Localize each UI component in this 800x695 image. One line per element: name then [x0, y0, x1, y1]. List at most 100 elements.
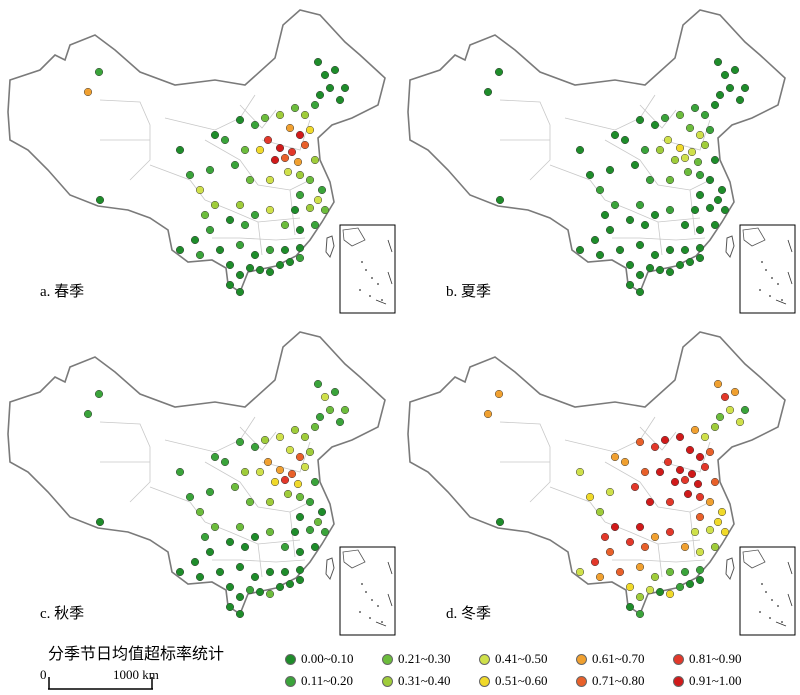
monitoring-station-dot — [320, 205, 330, 215]
monitoring-station-dot — [635, 287, 645, 297]
monitoring-station-dot — [610, 522, 620, 532]
country-outline — [407, 9, 786, 294]
monitoring-station-dot — [675, 582, 685, 592]
taiwan-outline — [725, 235, 735, 259]
monitoring-station-dot — [245, 263, 255, 273]
monitoring-station-dot — [665, 527, 675, 537]
monitoring-station-dot — [305, 497, 315, 507]
monitoring-station-dot — [230, 482, 240, 492]
inset-island — [377, 283, 379, 285]
province-boundary — [149, 164, 206, 201]
country-outline — [407, 331, 786, 616]
legend-dot-icon — [285, 675, 296, 687]
monitoring-station-dot — [605, 487, 615, 497]
monitoring-station-dot — [283, 489, 293, 499]
monitoring-station-dot — [235, 200, 245, 210]
monitoring-station-dot — [725, 405, 735, 415]
inset-island — [359, 289, 361, 291]
monitoring-station-dot — [245, 175, 255, 185]
inset-island — [371, 599, 373, 601]
monitoring-station-dot — [695, 130, 705, 140]
monitoring-station-dot — [195, 507, 205, 517]
map-panel-winter: d. 冬季 — [400, 322, 800, 644]
monitoring-station-dot — [210, 452, 220, 462]
monitoring-station-dot — [725, 83, 735, 93]
monitoring-station-dot — [575, 567, 585, 577]
monitoring-station-dot — [685, 257, 695, 267]
monitoring-station-dot — [675, 110, 685, 120]
monitoring-station-dot — [335, 95, 345, 105]
monitoring-station-dot — [685, 579, 695, 589]
monitoring-station-dot — [655, 587, 665, 597]
monitoring-station-dot — [640, 467, 650, 477]
nine-dash-segment — [787, 593, 793, 607]
monitoring-station-dot — [235, 270, 245, 280]
monitoring-station-dot — [715, 412, 725, 422]
nine-dash-segment — [387, 561, 393, 575]
province-boundary — [499, 421, 551, 503]
inset-island — [365, 269, 367, 271]
monitoring-station-dot — [685, 445, 695, 455]
monitoring-station-dot — [650, 250, 660, 260]
monitoring-station-dot — [665, 567, 675, 577]
monitoring-station-dot — [275, 260, 285, 270]
monitoring-station-dot — [730, 65, 740, 75]
legend-item: 0.41~0.50 — [479, 648, 548, 670]
monitoring-station-dot — [235, 522, 245, 532]
monitoring-station-dot — [693, 479, 703, 489]
inset-island — [781, 621, 783, 623]
monitoring-station-dot — [575, 467, 585, 477]
monitoring-station-dot — [265, 267, 275, 277]
monitoring-station-dot — [590, 557, 600, 567]
monitoring-station-dot — [290, 425, 300, 435]
monitoring-station-dot — [313, 517, 323, 527]
monitoring-station-dot — [495, 517, 505, 527]
monitoring-station-dot — [663, 135, 673, 145]
monitoring-station-dot — [313, 57, 323, 67]
monitoring-station-dot — [665, 497, 675, 507]
monitoring-station-dot — [720, 205, 730, 215]
monitoring-station-dot — [665, 205, 675, 215]
monitoring-station-dot — [83, 409, 93, 419]
monitoring-station-dot — [705, 447, 715, 457]
monitoring-station-dot — [175, 245, 185, 255]
inset-coastline — [342, 227, 366, 247]
monitoring-station-dot — [313, 195, 323, 205]
monitoring-station-dot — [700, 462, 710, 472]
monitoring-station-dot — [340, 83, 350, 93]
monitoring-station-dot — [740, 405, 750, 415]
monitoring-station-dot — [600, 532, 610, 542]
monitoring-station-dot — [305, 203, 315, 213]
inset-island — [765, 591, 767, 593]
monitoring-station-dot — [235, 562, 245, 572]
monitoring-station-dot — [185, 170, 195, 180]
taiwan-outline — [725, 557, 735, 581]
monitoring-station-dot — [705, 525, 715, 535]
monitoring-station-dot — [635, 240, 645, 250]
inset-island — [369, 617, 371, 619]
monitoring-station-dot — [313, 379, 323, 389]
monitoring-station-dot — [305, 125, 315, 135]
monitoring-station-dot — [265, 589, 275, 599]
monitoring-station-dot — [635, 522, 645, 532]
inset-island — [765, 269, 767, 271]
province-boundary — [257, 221, 263, 256]
legend-item: 0.71~0.80 — [576, 670, 645, 692]
monitoring-station-dot — [225, 537, 235, 547]
monitoring-station-dot — [330, 65, 340, 75]
monitoring-station-dot — [713, 195, 723, 205]
monitoring-station-dot — [240, 467, 250, 477]
monitoring-station-dot — [315, 90, 325, 100]
monitoring-station-dot — [190, 235, 200, 245]
monitoring-station-dot — [287, 469, 297, 479]
monitoring-station-dot — [335, 417, 345, 427]
monitoring-station-dot — [280, 542, 290, 552]
legend-item: 0.51~0.60 — [479, 670, 548, 692]
monitoring-station-dot — [320, 70, 330, 80]
monitoring-station-dot — [683, 167, 693, 177]
monitoring-station-dot — [94, 389, 104, 399]
map-panel-summer: b. 夏季 — [400, 0, 800, 322]
monitoring-station-dot — [595, 507, 605, 517]
inset-island — [759, 611, 761, 613]
monitoring-station-dot — [735, 417, 745, 427]
